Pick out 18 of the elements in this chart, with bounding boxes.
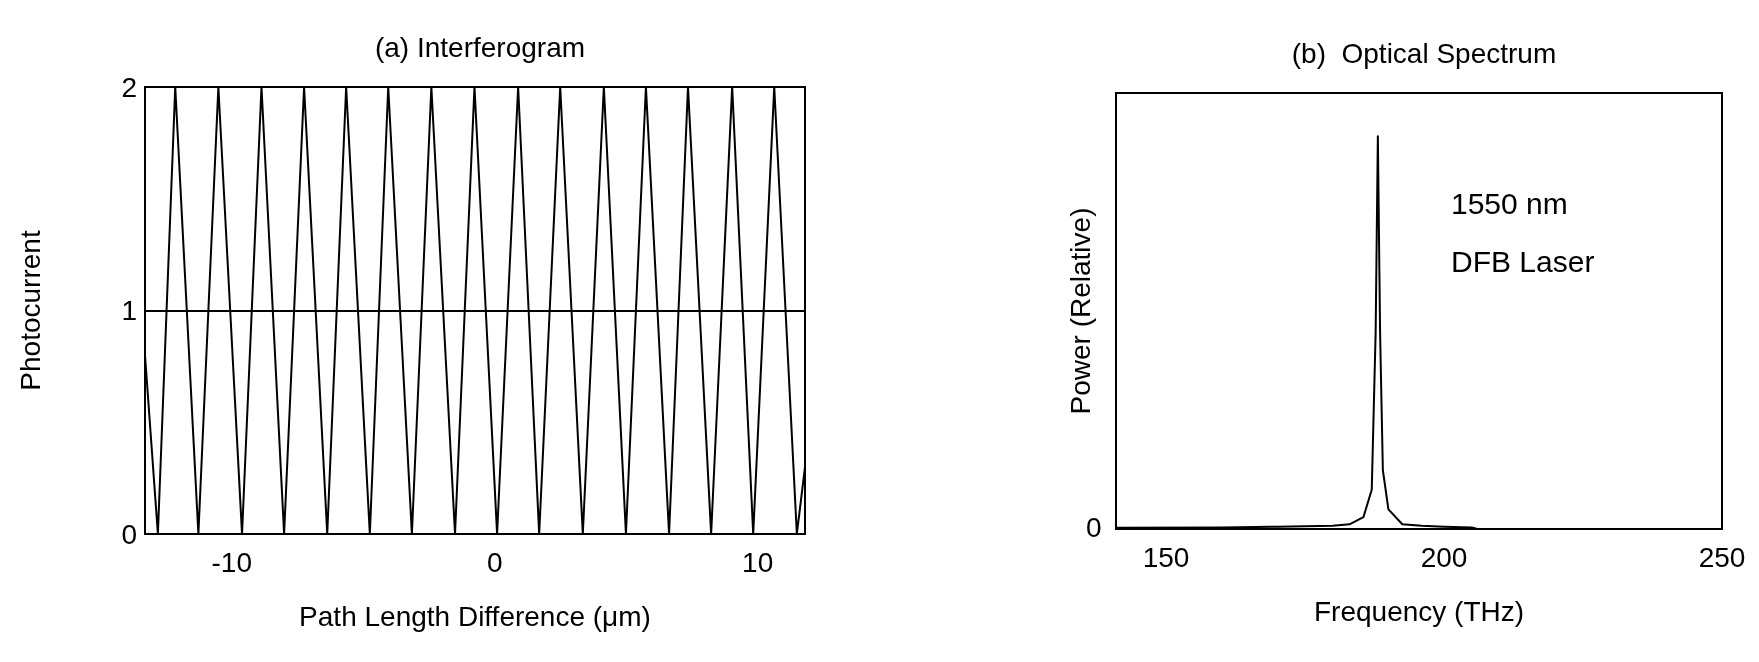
annotation: 1550 nm xyxy=(1451,186,1568,220)
x-tick-label: 0 xyxy=(486,546,503,578)
y-axis-title: Photocurrent xyxy=(14,230,46,391)
annotation: DFB Laser xyxy=(1451,244,1595,278)
y-axis-title: Power (Relative) xyxy=(1064,207,1096,415)
x-tick-label: 10 xyxy=(742,546,774,578)
y-tick-label: 0 xyxy=(121,518,137,550)
x-tick-label: 200 xyxy=(1420,541,1468,573)
x-tick-label: 150 xyxy=(1142,541,1190,573)
x-axis-title: Path Length Difference (μm) xyxy=(299,600,651,632)
x-tick-label: -10 xyxy=(211,546,253,578)
text: 0 xyxy=(1086,511,1102,543)
y-tick-label: 2 xyxy=(121,71,137,103)
chart-title: (a) Interferogram xyxy=(374,31,586,63)
y-tick-label: 1 xyxy=(121,295,137,326)
x-tick-label: 250 xyxy=(1698,541,1746,573)
chart-title: (b) Optical Spectrum xyxy=(1291,37,1557,69)
x-axis-title: Frequency (THz) xyxy=(1313,595,1525,627)
